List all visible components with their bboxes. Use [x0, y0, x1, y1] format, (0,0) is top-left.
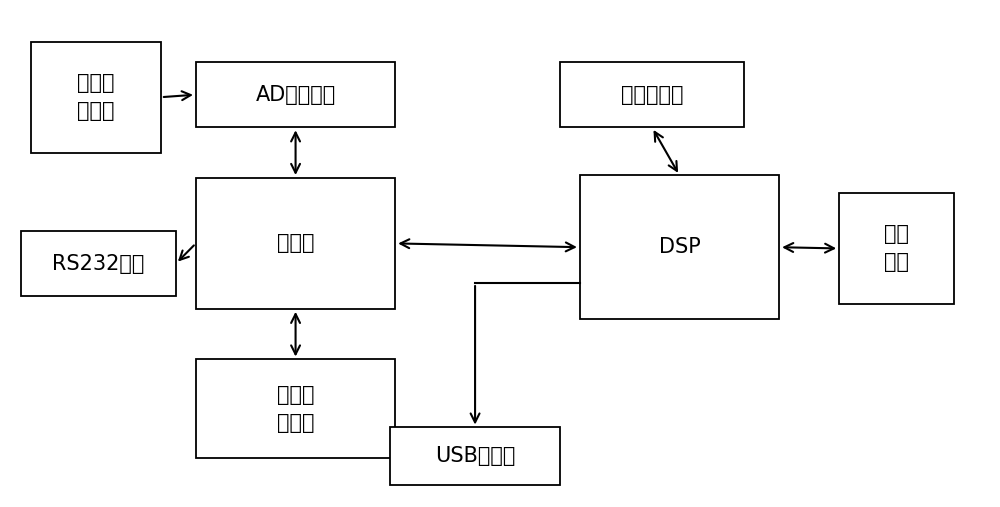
Bar [580, 175, 779, 319]
Text: AD转换芯片: AD转换芯片 [255, 85, 336, 104]
Text: 单片机: 单片机 [277, 233, 314, 254]
Text: 第一隔
离芯片: 第一隔 离芯片 [277, 384, 314, 432]
Bar [390, 427, 560, 485]
Bar [196, 62, 395, 127]
Text: USB接口板: USB接口板 [435, 447, 515, 466]
Bar [21, 231, 176, 297]
Bar [196, 178, 395, 309]
Text: RS232接口: RS232接口 [52, 254, 145, 274]
Text: 人机
接口: 人机 接口 [884, 225, 909, 272]
Text: 第二隔
离芯片: 第二隔 离芯片 [77, 73, 115, 121]
Bar [839, 193, 954, 304]
Bar [196, 359, 395, 458]
Text: DSP: DSP [659, 237, 700, 257]
Bar [560, 62, 744, 127]
Text: 以太网接口: 以太网接口 [621, 85, 683, 104]
Bar [31, 42, 161, 153]
